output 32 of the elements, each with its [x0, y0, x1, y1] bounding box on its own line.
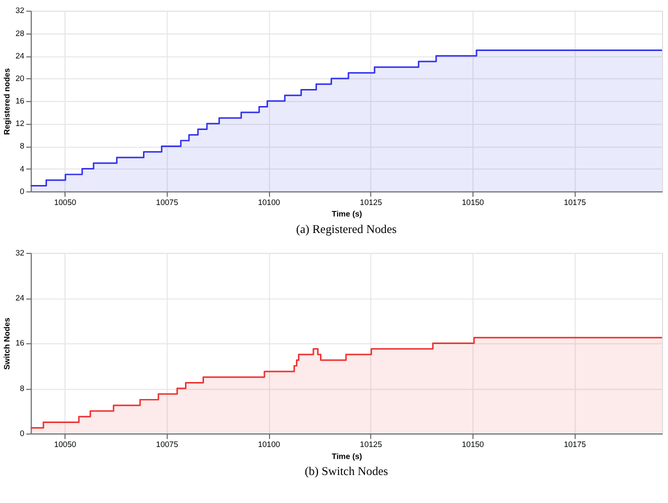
y-tick-label: 24 — [15, 51, 25, 60]
x-tick-label: 10100 — [258, 440, 281, 449]
y-tick-label: 32 — [15, 6, 25, 16]
x-tick-label: 10175 — [564, 198, 586, 207]
x-tick-label: 10150 — [462, 440, 485, 449]
text: (b) Switch Nodes — [304, 464, 388, 478]
x-axis-title: Time (s) — [332, 452, 362, 461]
y-tick-label: 4 — [20, 164, 25, 174]
y-tick-label: 8 — [20, 142, 25, 151]
x-tick-label: 10175 — [564, 440, 586, 449]
text: (a) Registered Nodes — [296, 222, 398, 236]
y-axis-title: Switch Nodes — [2, 317, 12, 370]
y-axis-title: Registered nodes — [2, 68, 12, 135]
y-tick-label: 0 — [20, 186, 25, 196]
y-tick-label: 28 — [15, 28, 25, 38]
x-axis-title: Time (s) — [332, 210, 362, 219]
y-tick-label: 24 — [15, 294, 25, 303]
y-tick-label: 12 — [15, 119, 25, 128]
x-tick-label: 10100 — [258, 198, 281, 207]
x-tick-label: 10075 — [156, 198, 179, 207]
x-tick-label: 10075 — [156, 440, 179, 449]
x-tick-label: 10050 — [54, 198, 77, 207]
y-tick-label: 32 — [15, 248, 25, 258]
x-tick-label: 10125 — [360, 440, 383, 449]
y-tick-label: 20 — [15, 74, 25, 83]
x-tick-label: 10150 — [462, 198, 485, 207]
x-tick-label: 10050 — [54, 440, 77, 449]
x-tick-label: 10125 — [360, 198, 383, 207]
y-tick-label: 16 — [15, 338, 25, 348]
y-tick-label: 0 — [20, 429, 25, 438]
y-tick-label: 16 — [15, 96, 25, 106]
y-tick-label: 8 — [20, 384, 25, 393]
